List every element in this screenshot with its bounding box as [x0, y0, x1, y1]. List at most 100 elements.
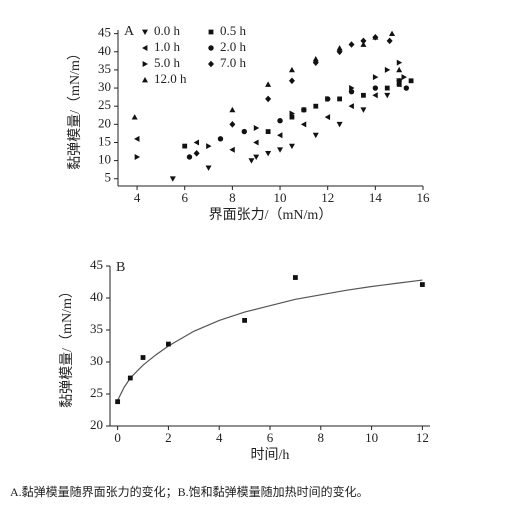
point — [349, 85, 355, 92]
y-tick-label: 40 — [90, 289, 103, 304]
point — [312, 132, 319, 139]
y-tick-label: 25 — [90, 385, 103, 400]
legend-marker — [208, 45, 214, 51]
point — [289, 114, 295, 120]
point — [348, 41, 355, 48]
point — [288, 77, 295, 85]
x-tick-label: 8 — [318, 430, 325, 445]
legend-marker — [208, 29, 214, 35]
legend-marker — [142, 45, 148, 51]
x-axis-label: 界面张力/（mN/m） — [209, 207, 333, 223]
point — [253, 139, 259, 146]
x-tick-label: 10 — [365, 430, 378, 445]
point — [289, 110, 295, 117]
point — [265, 150, 272, 157]
panel-label: B — [116, 260, 125, 275]
y-tick-label: 35 — [90, 321, 103, 336]
point — [324, 114, 331, 121]
point — [384, 66, 391, 73]
y-tick-label: 40 — [98, 43, 111, 58]
point — [360, 37, 367, 45]
point — [389, 30, 396, 37]
point — [182, 143, 188, 149]
y-tick-label: 20 — [98, 115, 111, 130]
y-axis-label: 黏弹模量/（mN/m） — [67, 46, 83, 170]
point — [186, 154, 193, 160]
point — [131, 114, 138, 120]
point — [288, 143, 295, 150]
legend-marker — [208, 60, 214, 68]
x-tick-label: 16 — [417, 190, 431, 205]
point — [300, 121, 307, 128]
point — [312, 56, 319, 62]
point — [206, 143, 212, 150]
y-tick-label: 20 — [90, 417, 103, 432]
point — [336, 45, 343, 51]
point — [288, 66, 295, 73]
point — [396, 66, 403, 73]
legend-label: 7.0 h — [220, 55, 247, 70]
legend-label: 0.5 h — [220, 23, 247, 38]
point — [229, 121, 236, 128]
y-tick-label: 30 — [98, 79, 111, 94]
y-tick-label: 45 — [98, 25, 111, 40]
caption: A.黏弹模量随界面张力的变化；B.饱和黏弹模量随加热时间的变化。 — [10, 484, 369, 499]
point — [229, 106, 236, 113]
legend-marker — [142, 77, 148, 83]
x-tick-label: 0 — [114, 430, 121, 445]
x-tick-label: 4 — [216, 430, 223, 445]
point — [265, 129, 271, 134]
legend-marker — [142, 61, 148, 67]
x-tick-label: 14 — [369, 190, 383, 205]
y-tick-label: 35 — [98, 61, 111, 76]
point — [372, 74, 379, 81]
point — [217, 136, 224, 142]
point — [361, 92, 366, 98]
point — [277, 117, 283, 124]
y-axis-label: 黏弹模量/（mN/m） — [59, 284, 75, 408]
point — [193, 150, 200, 157]
x-tick-label: 2 — [165, 430, 172, 445]
point — [253, 124, 260, 131]
legend-marker — [142, 29, 148, 35]
point — [242, 318, 248, 323]
legend-label: 1.0 h — [154, 39, 181, 54]
x-tick-label: 8 — [229, 190, 236, 205]
point — [205, 165, 212, 171]
point — [348, 103, 354, 110]
x-tick-label: 10 — [274, 190, 287, 205]
x-tick-label: 12 — [416, 430, 429, 445]
point — [134, 153, 141, 160]
fit-line — [117, 279, 423, 401]
point — [360, 107, 367, 113]
point — [127, 375, 133, 381]
point — [265, 95, 272, 103]
point — [384, 85, 390, 91]
point — [169, 176, 176, 182]
x-tick-label: 12 — [321, 190, 334, 205]
point — [360, 41, 367, 47]
legend-label: 2.0 h — [220, 39, 247, 54]
y-tick-label: 45 — [90, 257, 103, 272]
point — [384, 92, 391, 99]
point — [408, 78, 414, 84]
point — [229, 146, 235, 153]
point — [248, 158, 255, 164]
point — [166, 341, 171, 347]
point — [140, 355, 146, 360]
point — [337, 96, 343, 102]
point — [401, 74, 407, 81]
point — [277, 132, 283, 139]
point — [265, 81, 272, 87]
x-tick-label: 6 — [267, 430, 274, 445]
x-tick-label: 6 — [181, 190, 188, 205]
point — [325, 95, 331, 102]
y-tick-label: 5 — [105, 170, 112, 185]
y-tick-label: 10 — [98, 152, 111, 167]
point — [386, 37, 393, 45]
y-tick-label: 30 — [90, 353, 103, 368]
legend-label: 5.0 h — [154, 55, 181, 70]
panel-label: A — [124, 24, 135, 39]
legend-label: 12.0 h — [154, 71, 187, 86]
